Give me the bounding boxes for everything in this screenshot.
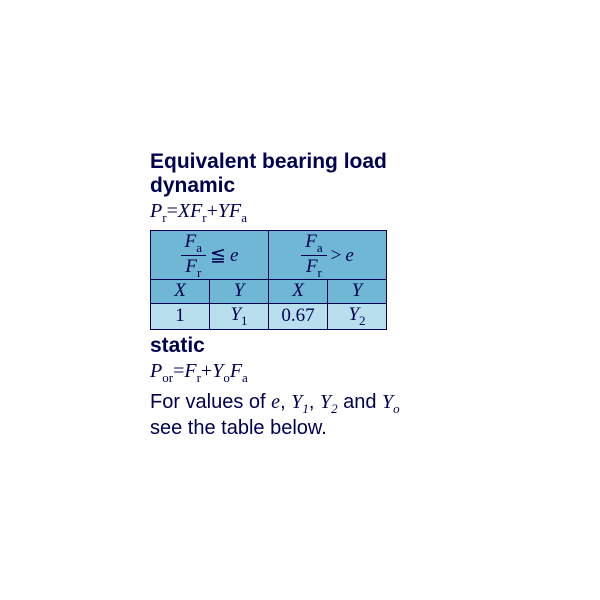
- header-left-cell: Fa Fr ≦e: [151, 231, 269, 280]
- note-v2: Y: [291, 391, 302, 413]
- st-t1-var: F: [184, 360, 196, 382]
- st-eq: =: [173, 360, 184, 382]
- dyn-t1-var: F: [190, 200, 202, 222]
- hr-num-var: F: [305, 231, 317, 252]
- st-lhs-sub: or: [162, 370, 173, 385]
- st-t2-var: F: [230, 360, 242, 382]
- hr-op: >: [331, 245, 342, 267]
- hl-rhs: e: [230, 245, 238, 267]
- note-line2: see the table below.: [150, 417, 327, 439]
- hr-den-var: F: [306, 256, 318, 277]
- note-v3: Y: [320, 391, 331, 413]
- title-line2: dynamic: [150, 174, 235, 197]
- val-c2-sub: 1: [241, 313, 248, 328]
- hl-op: ≦: [210, 244, 226, 267]
- xy-c4: Y: [328, 279, 387, 303]
- note-v4-sub: o: [393, 401, 400, 416]
- title-line1: Equivalent bearing load: [150, 150, 387, 173]
- dyn-lhs-var: P: [150, 200, 162, 222]
- table-row-header: Fa Fr ≦e Fa Fr >e: [151, 231, 387, 280]
- table-row-xy: X Y X Y: [151, 279, 387, 303]
- static-label: static: [150, 334, 470, 358]
- dyn-t2-sub: a: [241, 210, 247, 225]
- hr-num-sub: a: [317, 240, 323, 255]
- hl-num-sub: a: [196, 240, 202, 255]
- table-row-values: 1 Y1 0.67 Y2: [151, 303, 387, 329]
- dyn-t1-coef: X: [178, 200, 190, 222]
- val-c2: Y1: [210, 303, 269, 329]
- hl-num-var: F: [185, 231, 197, 252]
- hr-rhs: e: [345, 245, 353, 267]
- val-c1: 1: [151, 303, 210, 329]
- load-table: Fa Fr ≦e Fa Fr >e X Y X Y: [150, 230, 387, 329]
- footer-note: For values of e, Y1, Y2 and Yo see the t…: [150, 390, 470, 441]
- st-t2-sub: a: [242, 370, 248, 385]
- val-c4-sub: 2: [359, 313, 366, 328]
- dyn-t2-coef: Y: [218, 200, 229, 222]
- val-c2-var: Y: [230, 304, 241, 325]
- note-v1: e: [271, 391, 280, 413]
- xy-c1: X: [151, 279, 210, 303]
- hl-den-var: F: [185, 256, 197, 277]
- fraction-right: Fa Fr: [301, 232, 326, 279]
- note-pre: For values of: [150, 391, 271, 413]
- st-t2-coef: Y: [212, 360, 223, 382]
- xy-c2: Y: [210, 279, 269, 303]
- fraction-left: Fa Fr: [181, 232, 206, 279]
- note-c2: ,: [309, 391, 320, 413]
- xy-c3: X: [269, 279, 328, 303]
- note-c3: and: [338, 391, 382, 413]
- val-c3: 0.67: [269, 303, 328, 329]
- hr-den-sub: r: [318, 265, 322, 280]
- st-plus: +: [201, 360, 212, 382]
- st-lhs-var: P: [150, 360, 162, 382]
- val-c4-var: Y: [348, 304, 359, 325]
- note-c1: ,: [280, 391, 291, 413]
- bearing-load-block: Equivalent bearing load dynamic Pr=XFr+Y…: [150, 150, 470, 440]
- dyn-plus: +: [207, 200, 218, 222]
- dyn-eq: =: [167, 200, 178, 222]
- hl-den-sub: r: [197, 265, 201, 280]
- note-v4: Y: [382, 391, 393, 413]
- dyn-t2-var: F: [229, 200, 241, 222]
- title: Equivalent bearing load dynamic: [150, 150, 470, 198]
- header-right-cell: Fa Fr >e: [269, 231, 387, 280]
- val-c4: Y2: [328, 303, 387, 329]
- dynamic-formula: Pr=XFr+YFa: [150, 200, 470, 226]
- static-formula: Por=Fr+YoFa: [150, 360, 470, 386]
